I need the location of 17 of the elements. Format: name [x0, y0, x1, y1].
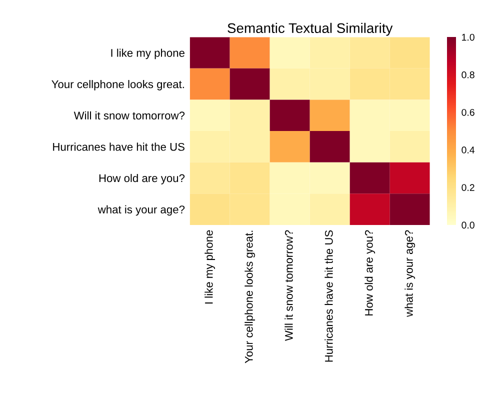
color-bar-label: 1.0	[462, 34, 474, 41]
color-bar-label: 0.6	[462, 108, 474, 116]
color-bar-label: 0.4	[462, 146, 475, 154]
x-tick-label: Hurricanes have hit the US	[324, 230, 333, 362]
y-tick-label: Will it snow tomorrow?	[74, 111, 185, 120]
x-tick-label: Will it snow tomorrow?	[284, 230, 293, 341]
color-bar-label: 0.8	[462, 71, 474, 78]
color-bar-label: 0.2	[462, 184, 474, 191]
y-tick-label: How old are you?	[99, 174, 185, 184]
y-tick-label: what is your age?	[98, 205, 185, 216]
color-bar-label: 0.0	[462, 222, 474, 229]
chart-title: Semantic Textual Similarity	[228, 22, 393, 36]
x-tick-label: what is your age?	[404, 230, 416, 317]
y-tick-label: Hurricanes have hit the US	[53, 142, 184, 151]
x-tick-label: How old are you?	[364, 230, 376, 316]
y-tick-label: Your cellphone looks great.	[52, 80, 184, 90]
y-tick-label: I like my phone	[111, 48, 184, 60]
